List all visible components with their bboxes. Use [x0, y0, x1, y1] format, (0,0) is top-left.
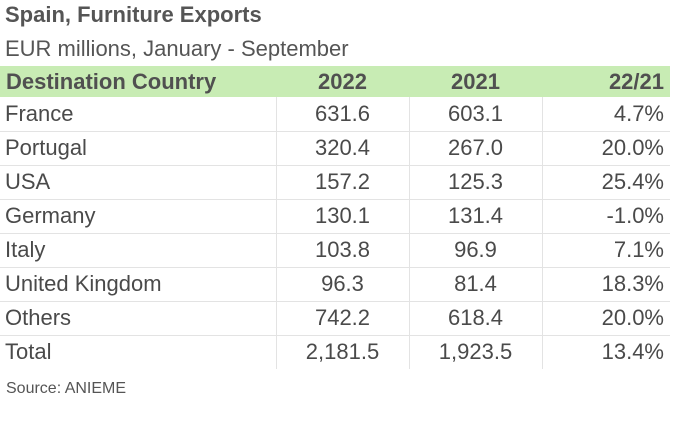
value-2022-cell: 2,181.5 — [275, 335, 409, 369]
value-2021-cell: 125.3 — [408, 165, 542, 200]
header-row: Destination Country 2022 2021 22/21 — [0, 66, 670, 97]
table-row: Others 742.2 618.4 20.0% — [0, 301, 670, 336]
value-2021-cell: 81.4 — [408, 267, 542, 302]
table-row: United Kingdom 96.3 81.4 18.3% — [0, 267, 670, 302]
change-cell: 13.4% — [541, 335, 670, 369]
country-cell: Total — [5, 339, 52, 365]
value-2022-cell: 96.3 — [275, 267, 409, 302]
value-2022-cell: 130.1 — [275, 199, 409, 234]
country-cell: United Kingdom — [0, 267, 276, 302]
change-cell: 20.0% — [541, 301, 670, 336]
source-note: Source: ANIEME — [6, 380, 127, 397]
header-change: 22/21 — [608, 68, 664, 94]
table-row: France 631.6 603.1 4.7% — [0, 97, 670, 132]
table-row: Italy 103.8 96.9 7.1% — [0, 233, 670, 268]
header-2022: 2022 — [318, 68, 367, 94]
table-row: Portugal 320.4 267.0 20.0% — [0, 131, 670, 166]
change-cell: 4.7% — [541, 97, 670, 132]
country-cell: Portugal — [0, 131, 276, 166]
value-2022-cell: 103.8 — [275, 233, 409, 268]
change-cell: 25.4% — [541, 165, 670, 200]
value-2022-cell: 742.2 — [275, 301, 409, 336]
value-2021-cell: 267.0 — [408, 131, 542, 166]
header-2021: 2021 — [451, 68, 500, 94]
country-cell: Others — [0, 301, 276, 336]
exports-table: Destination Country 2022 2021 22/21 Fran… — [0, 66, 670, 369]
country-cell: France — [0, 97, 276, 132]
change-cell: 18.3% — [541, 267, 670, 302]
table-subtitle: EUR millions, January - September — [5, 36, 349, 61]
country-cell: USA — [0, 165, 276, 200]
value-2021-cell: 603.1 — [408, 97, 542, 132]
value-2021-cell: 96.9 — [408, 233, 542, 268]
table-body: France 631.6 603.1 4.7% Portugal 320.4 267.0 20… — [0, 97, 670, 369]
table-row: Total 2,181.5 1,923.5 13.4% — [0, 335, 670, 369]
change-cell: 7.1% — [541, 233, 670, 268]
value-2022-cell: 320.4 — [275, 131, 409, 166]
value-2021-cell: 1,923.5 — [408, 335, 542, 369]
value-2021-cell: 618.4 — [408, 301, 542, 336]
table-title: Spain, Furniture Exports — [5, 2, 262, 27]
country-cell: Germany — [0, 199, 276, 234]
change-cell: 20.0% — [541, 131, 670, 166]
table-row: Germany 130.1 131.4 -1.0% — [0, 199, 670, 234]
change-cell: -1.0% — [541, 199, 670, 234]
country-cell: Italy — [0, 233, 276, 268]
value-2022-cell: 157.2 — [275, 165, 409, 200]
header-destination: Destination Country — [6, 68, 217, 94]
value-2022-cell: 631.6 — [275, 97, 409, 132]
value-2021-cell: 131.4 — [408, 199, 542, 234]
table-row: USA 157.2 125.3 25.4% — [0, 165, 670, 200]
